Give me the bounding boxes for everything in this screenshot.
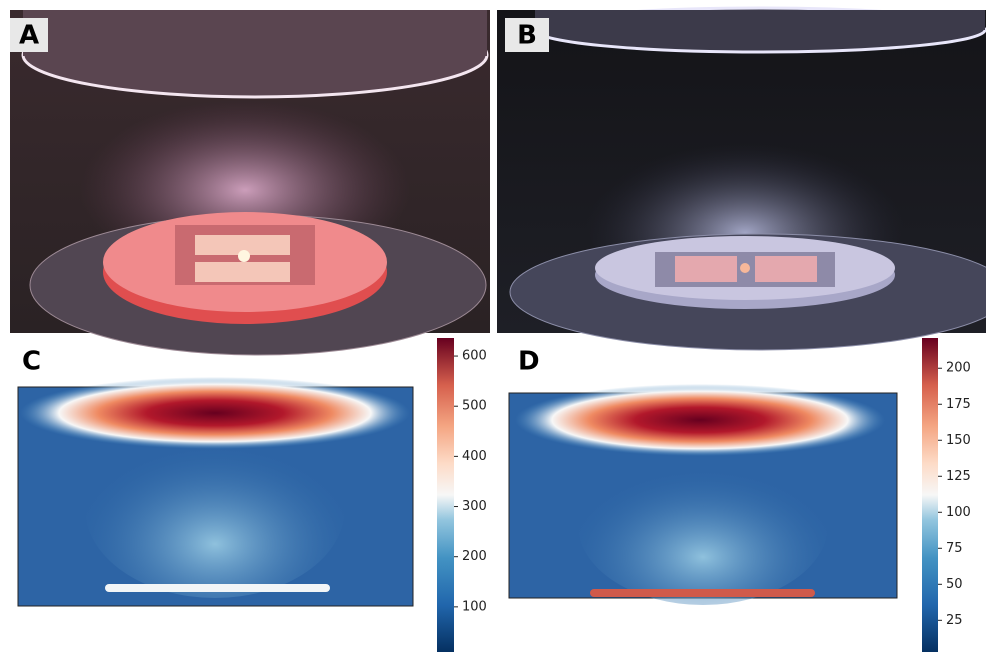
heatmap-c — [18, 377, 413, 606]
panel-label: C — [22, 347, 41, 377]
colorbar-tick-label: 25 — [946, 613, 963, 628]
colorbar — [437, 338, 454, 652]
photo-b — [497, 8, 986, 350]
photo-a — [10, 10, 490, 355]
colorbar-tick-label: 50 — [946, 577, 963, 592]
panel-label: B — [517, 21, 537, 51]
panel-label: D — [518, 347, 540, 377]
colorbar-tick-label: 500 — [462, 399, 487, 414]
figure: A B C D 100 200 300 400 500 600 25 50 75 100 125 15… — [0, 0, 986, 656]
colorbar-tick-label: 150 — [946, 433, 971, 448]
colorbar-tick-label: 600 — [462, 349, 487, 364]
colorbar-tick-label: 75 — [946, 541, 963, 556]
colorbar-tick-label: 200 — [462, 549, 487, 564]
colorbar — [922, 338, 938, 652]
colorbar-tick-label: 200 — [946, 361, 971, 376]
colorbar-tick-label: 400 — [462, 449, 487, 464]
panel-label: A — [19, 21, 39, 51]
colorbar-tick-label: 300 — [462, 499, 487, 514]
colorbar-tick-label: 175 — [946, 397, 971, 412]
heatmap-d — [509, 384, 897, 605]
colorbar-tick-label: 100 — [462, 599, 487, 614]
colorbar-tick-label: 125 — [946, 469, 971, 484]
colorbar-tick-label: 100 — [946, 505, 971, 520]
